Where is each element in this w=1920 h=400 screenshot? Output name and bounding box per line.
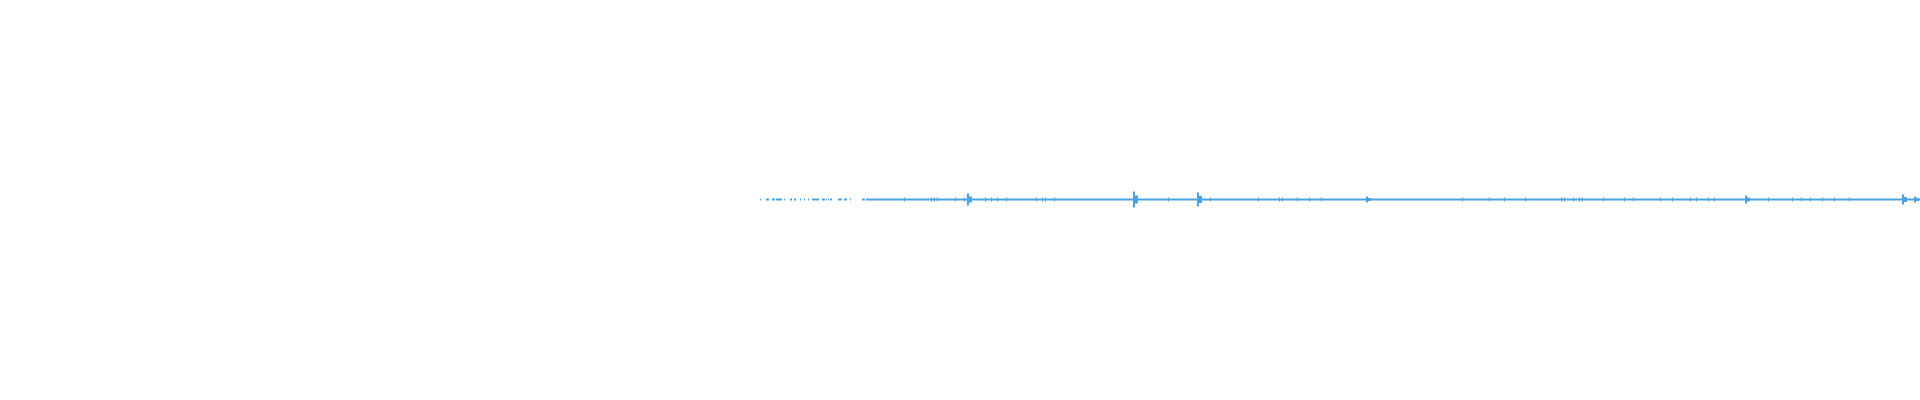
waveform-sample xyxy=(1282,197,1283,202)
waveform-sample xyxy=(1504,197,1505,202)
waveform-sample xyxy=(800,198,801,201)
waveform-sample xyxy=(1054,197,1055,202)
waveform-sample xyxy=(1258,197,1259,202)
waveform-sample xyxy=(822,198,825,201)
waveform-sample xyxy=(1006,197,1007,202)
waveform-sample xyxy=(804,198,805,201)
waveform-sample xyxy=(1834,197,1835,202)
waveform-peak xyxy=(1135,195,1138,204)
waveform-sample xyxy=(1036,197,1037,202)
waveform-sample xyxy=(812,198,814,201)
waveform-sample xyxy=(985,197,986,202)
waveform-sample xyxy=(814,198,817,201)
waveform-sample xyxy=(991,197,992,202)
waveform-sample xyxy=(1579,197,1580,202)
waveform-sample xyxy=(1849,197,1850,202)
waveform-peak xyxy=(969,196,972,203)
waveform-sample xyxy=(864,198,865,201)
waveform-sample xyxy=(1603,197,1604,202)
waveform-sample xyxy=(828,198,829,201)
waveform-sample xyxy=(760,198,761,201)
waveform-sample xyxy=(1801,197,1802,202)
waveform-sample xyxy=(1792,197,1793,202)
waveform-peak xyxy=(1904,197,1907,202)
waveform-peak xyxy=(1916,198,1919,201)
waveform-sample xyxy=(904,197,905,202)
waveform-sample xyxy=(826,198,827,201)
waveform-sample xyxy=(997,197,998,202)
waveform-sample xyxy=(1624,197,1625,202)
waveform-sample xyxy=(1210,197,1211,202)
waveform-sample xyxy=(844,198,846,201)
waveform-sample xyxy=(840,198,842,201)
waveform-sample xyxy=(778,198,781,201)
waveform-sample xyxy=(1321,197,1322,202)
waveform-peak xyxy=(1133,191,1135,208)
waveform-sample xyxy=(818,198,819,201)
waveform-sample xyxy=(1279,197,1280,202)
waveform-sample xyxy=(1810,197,1811,202)
waveform-sample xyxy=(1489,197,1490,202)
waveform-sample xyxy=(874,198,876,201)
waveform-peak xyxy=(1199,196,1202,203)
waveform-sample xyxy=(1822,197,1823,202)
waveform-sample xyxy=(931,197,932,202)
waveform-sample xyxy=(808,198,809,201)
waveform-peak xyxy=(1197,192,1199,207)
waveform-sample xyxy=(790,198,792,201)
waveform-sample xyxy=(1714,197,1715,202)
waveform-sample xyxy=(1045,197,1046,202)
waveform-peak xyxy=(1368,198,1371,201)
waveform-sample xyxy=(794,198,796,201)
waveform-peak xyxy=(1902,194,1904,205)
waveform-sample xyxy=(784,198,785,201)
waveform-sample xyxy=(1768,197,1769,202)
waveform-sample xyxy=(830,198,832,201)
waveform-sample xyxy=(850,198,851,201)
waveform-sample xyxy=(1561,197,1562,202)
waveform-peak xyxy=(967,193,969,206)
waveform-sample xyxy=(1582,197,1583,202)
waveform-sample xyxy=(1708,197,1709,202)
waveform-sample xyxy=(1696,197,1697,202)
waveform-sample xyxy=(870,198,873,201)
waveform-sample xyxy=(1573,197,1574,202)
waveform-sample xyxy=(1633,197,1634,202)
waveform-sample xyxy=(866,198,868,201)
waveform-sample xyxy=(1297,197,1298,202)
waveform-sample xyxy=(776,198,778,201)
waveform-sample xyxy=(1168,197,1169,202)
waveform-sample xyxy=(1042,197,1043,202)
waveform-sample xyxy=(816,198,819,201)
waveform-sample xyxy=(964,197,965,202)
waveform-baseline xyxy=(880,198,1920,201)
waveform-sample xyxy=(838,198,840,201)
waveform-peak xyxy=(1745,195,1747,204)
waveform-sample xyxy=(1690,197,1691,202)
waveform-sample xyxy=(934,197,935,202)
waveform-sample xyxy=(1660,197,1661,202)
waveform-sample xyxy=(772,198,775,201)
waveform-sample xyxy=(766,198,769,201)
waveform-sample xyxy=(872,198,875,201)
waveform-sample xyxy=(846,198,847,201)
waveform-sample xyxy=(868,198,870,201)
waveform-sample xyxy=(955,197,956,202)
waveform-sample xyxy=(878,198,881,201)
waveform-sample xyxy=(1564,197,1565,202)
waveform-sample xyxy=(780,198,782,201)
waveform-sample xyxy=(937,197,938,202)
waveform-peak xyxy=(1914,196,1916,203)
waveform-sample xyxy=(1309,197,1310,202)
waveform-sample xyxy=(1525,197,1526,202)
waveform-sample xyxy=(1462,197,1463,202)
waveform-peak xyxy=(1747,197,1750,202)
waveform-sample xyxy=(862,198,864,201)
waveform-sample xyxy=(1672,197,1673,202)
waveform-sample xyxy=(876,198,878,201)
waveform-peak xyxy=(1366,196,1368,203)
